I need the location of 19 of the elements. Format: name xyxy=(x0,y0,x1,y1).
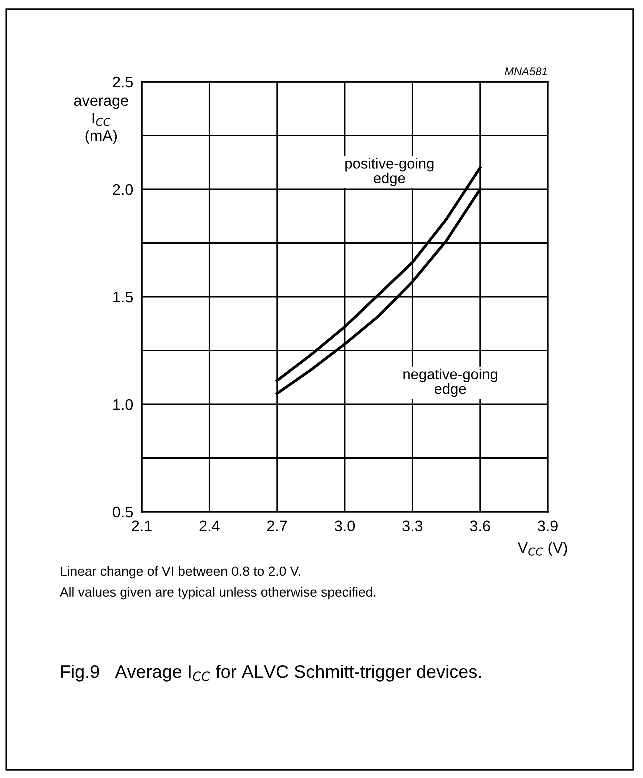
text: Fig.9 Average I$_{CC}$ for ALVC Schmitt-trigger devices. xyxy=(61,665,482,682)
annotation: negative-going edge xyxy=(404,368,498,398)
y-tick-label: 2.0 xyxy=(113,184,134,196)
x-tick-label: 2.7 xyxy=(267,520,288,532)
annotation: positive-going edge xyxy=(346,158,434,186)
x-tick-label: 3.9 xyxy=(538,520,558,532)
x-tick-label: 3.3 xyxy=(402,520,423,532)
y-tick-label: 0.5 xyxy=(113,506,134,518)
x-tick-label: 2.1 xyxy=(132,520,152,532)
x-tick-label: 3.0 xyxy=(334,520,356,532)
text: MNA581 xyxy=(505,68,548,76)
x-tick-label: 3.6 xyxy=(470,520,490,532)
y-tick-label: 2.5 xyxy=(113,76,134,88)
y-tick-label: 1.5 xyxy=(114,292,134,303)
text: Linear change of VI between 0.8 to 2.0 V. All values given are typical unless otherwise specified. xyxy=(60,566,376,600)
x-tick-label: 2.4 xyxy=(200,520,220,532)
y-tick-label: 1.0 xyxy=(114,399,134,410)
x-axis-title: V$_{CC}$ (V) xyxy=(518,542,568,556)
y-axis-title: average I$_{CC}$ (mA) xyxy=(74,98,128,144)
